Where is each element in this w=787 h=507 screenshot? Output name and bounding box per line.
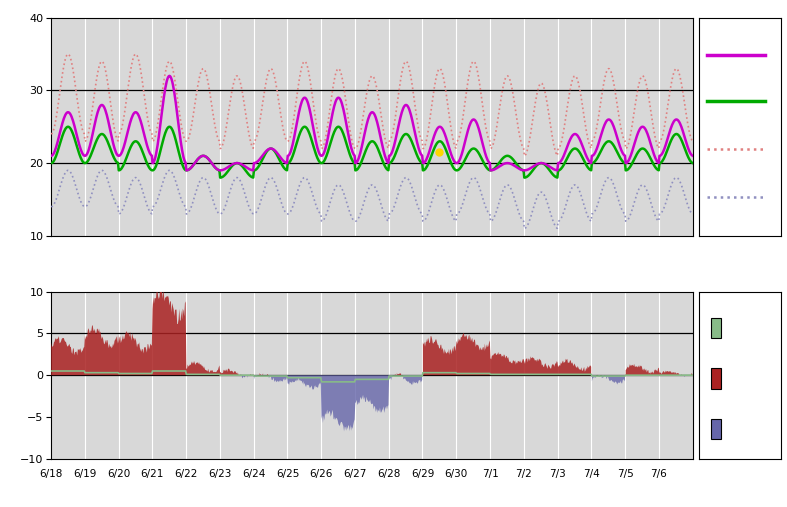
- Bar: [711, 419, 721, 439]
- Bar: [711, 318, 721, 338]
- Bar: [711, 369, 721, 388]
